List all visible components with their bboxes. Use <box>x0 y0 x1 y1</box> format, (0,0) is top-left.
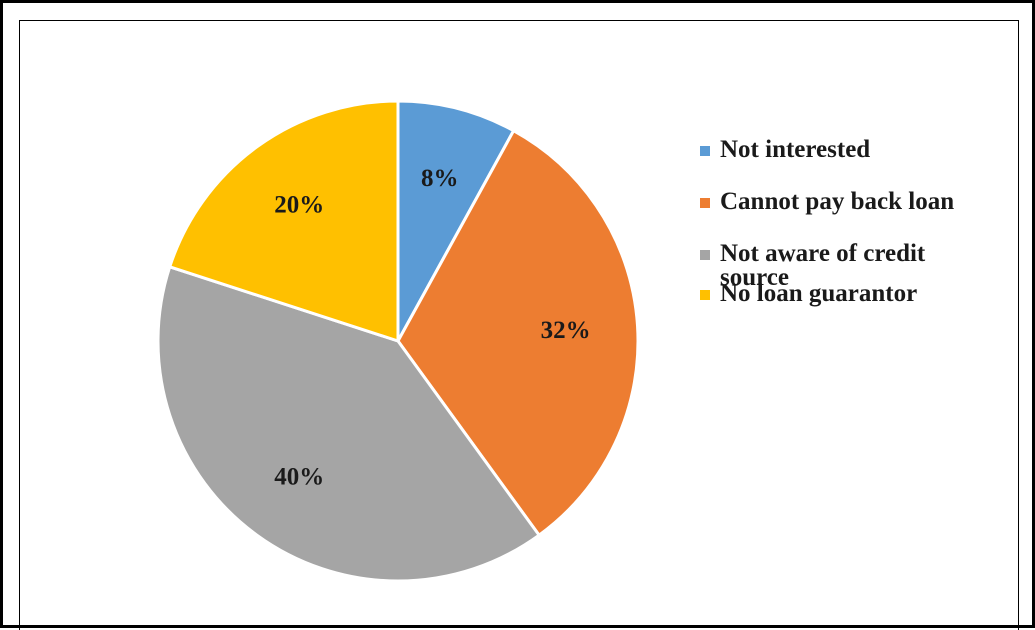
legend-item-no-loan-guarantor: No loan guarantor <box>700 280 1020 307</box>
pie-data-labels: 8% 32% 40% 20% <box>274 165 590 491</box>
pie-slice-not-aware-of-credit-source <box>156 265 541 583</box>
legend-label: No loan guarantor <box>720 280 918 307</box>
chart-legend: Not interested Cannot pay back loan Not … <box>700 136 1020 307</box>
legend-swatch <box>700 250 710 260</box>
pie-slice-cannot-pay-back-loan <box>396 129 640 537</box>
legend-swatch <box>700 146 710 156</box>
legend-label: Cannot pay back loan <box>720 188 955 215</box>
legend-label: Not aware of credit source <box>720 240 926 291</box>
legend-swatch <box>700 198 710 208</box>
data-label: 32% <box>541 317 591 344</box>
pie-slice-no-loan-guarantor <box>168 99 400 343</box>
legend-item-not-aware-of-credit-source: Not aware of credit source <box>700 240 980 291</box>
chart-area-border <box>19 20 1019 630</box>
pie-slice-not-interested <box>396 99 516 343</box>
data-label: 40% <box>274 463 324 490</box>
data-label: 8% <box>421 165 459 192</box>
legend-item-not-interested: Not interested <box>700 136 1020 163</box>
data-label: 20% <box>274 192 324 219</box>
legend-swatch <box>700 290 710 300</box>
legend-item-cannot-pay-back-loan: Cannot pay back loan <box>700 188 1020 215</box>
pie-slices <box>156 99 640 583</box>
legend-label: Not interested <box>720 136 871 163</box>
